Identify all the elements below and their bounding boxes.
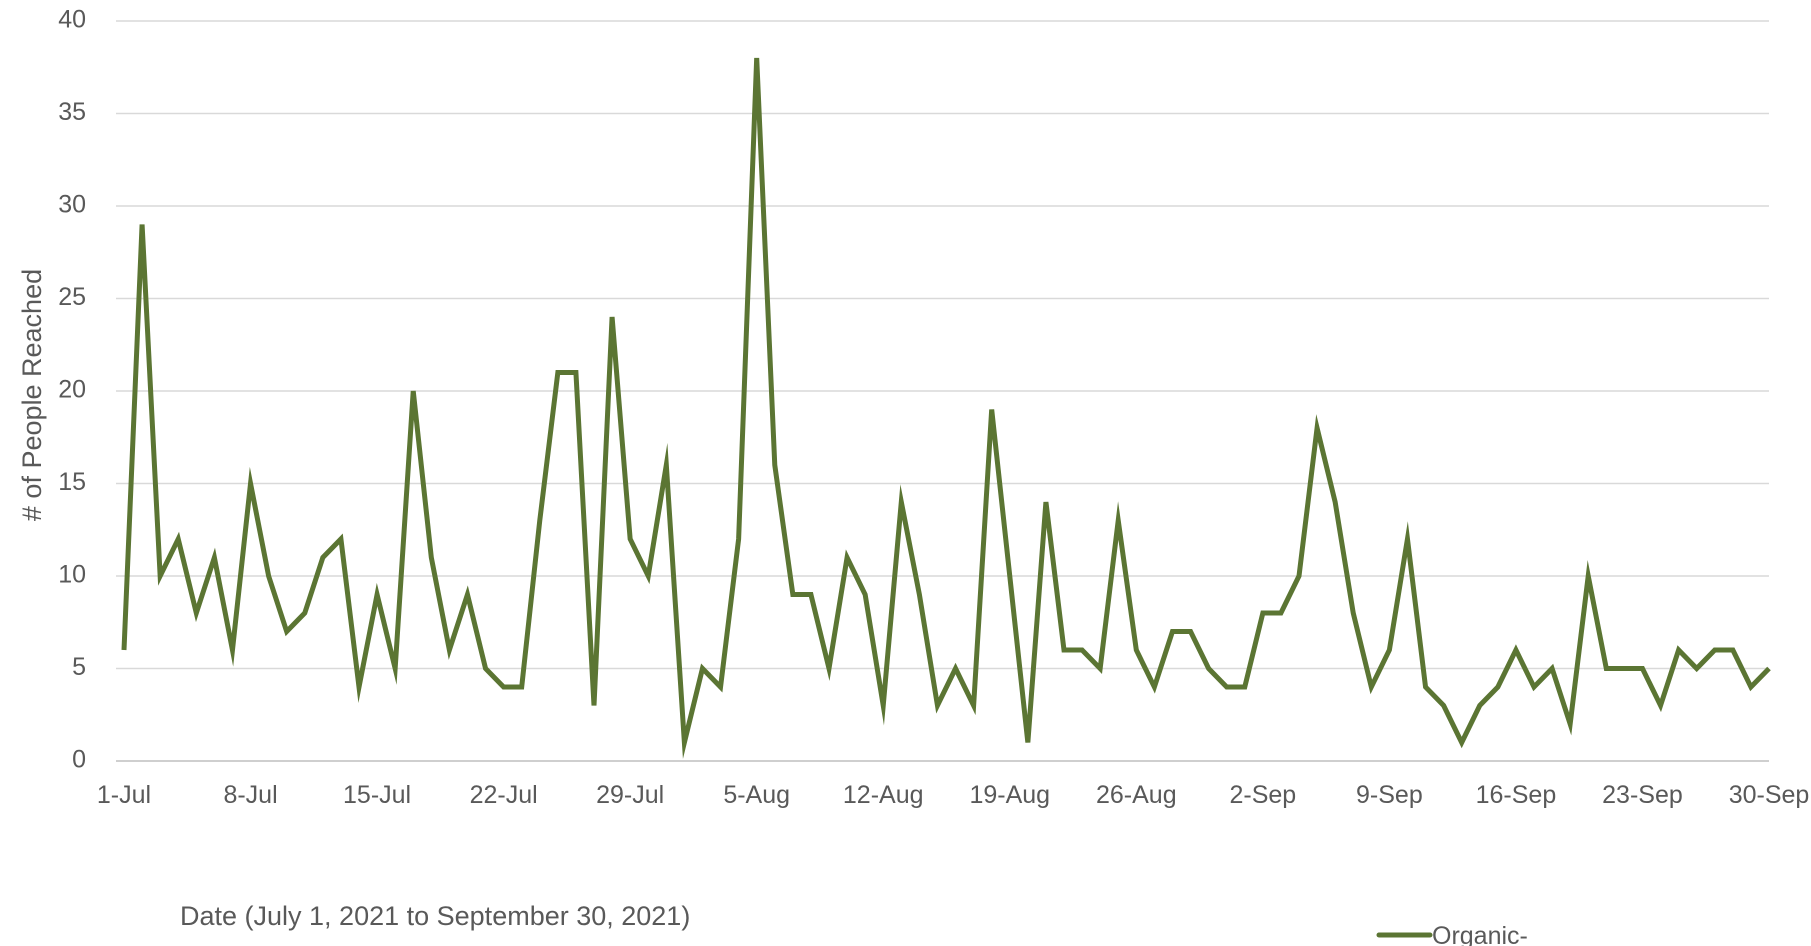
x-tick-label-29-Jul: 29-Jul: [596, 781, 664, 809]
y-tick-label-40: 40: [58, 6, 86, 34]
y-tick-label-25: 25: [58, 283, 86, 311]
x-tick-label-2-Sep: 2-Sep: [1229, 781, 1296, 809]
x-tick-label-9-Sep: 9-Sep: [1356, 781, 1423, 809]
y-axis-title: # of People Reached: [17, 269, 47, 521]
y-tick-label-5: 5: [72, 653, 86, 681]
x-tick-label-15-Jul: 15-Jul: [343, 781, 411, 809]
series-line-0: [121, 57, 1771, 759]
x-tick-label-16-Sep: 16-Sep: [1476, 781, 1557, 809]
y-tick-label-15: 15: [58, 468, 86, 496]
x-tick-label-30-Sep: 30-Sep: [1729, 781, 1810, 809]
x-tick-label-22-Jul: 22-Jul: [470, 781, 538, 809]
x-axis-ticks: 1-Jul 8-Jul 15-Jul 22-Jul 29-Jul 5-Aug 12-Aug 1…: [97, 781, 1809, 809]
y-tick-label-30: 30: [58, 191, 86, 219]
x-tick-label-8-Jul: 8-Jul: [223, 781, 277, 809]
y-tick-label-35: 35: [58, 98, 86, 126]
y-tick-label-0: 0: [72, 746, 86, 774]
legend-label-organic: Organic-: [1432, 922, 1528, 946]
y-tick-label-20: 20: [58, 376, 86, 404]
x-tick-label-5-Aug: 5-Aug: [723, 781, 790, 809]
x-tick-label-19-Aug: 19-Aug: [969, 781, 1050, 809]
y-tick-label-10: 10: [58, 561, 86, 589]
gridlines: [116, 20, 1769, 762]
y-axis-ticks: 0 5 10 15 20 25 30 35 40: [58, 6, 86, 774]
x-tick-label-26-Aug: 26-Aug: [1096, 781, 1177, 809]
x-tick-label-12-Aug: 12-Aug: [843, 781, 924, 809]
legend: Organic-: [1376, 922, 1528, 946]
x-tick-label-23-Sep: 23-Sep: [1602, 781, 1683, 809]
x-tick-label-1-Jul: 1-Jul: [97, 781, 151, 809]
x-axis-title: Date (July 1, 2021 to September 30, 2021…: [180, 901, 690, 931]
series-layer: [121, 57, 1771, 759]
